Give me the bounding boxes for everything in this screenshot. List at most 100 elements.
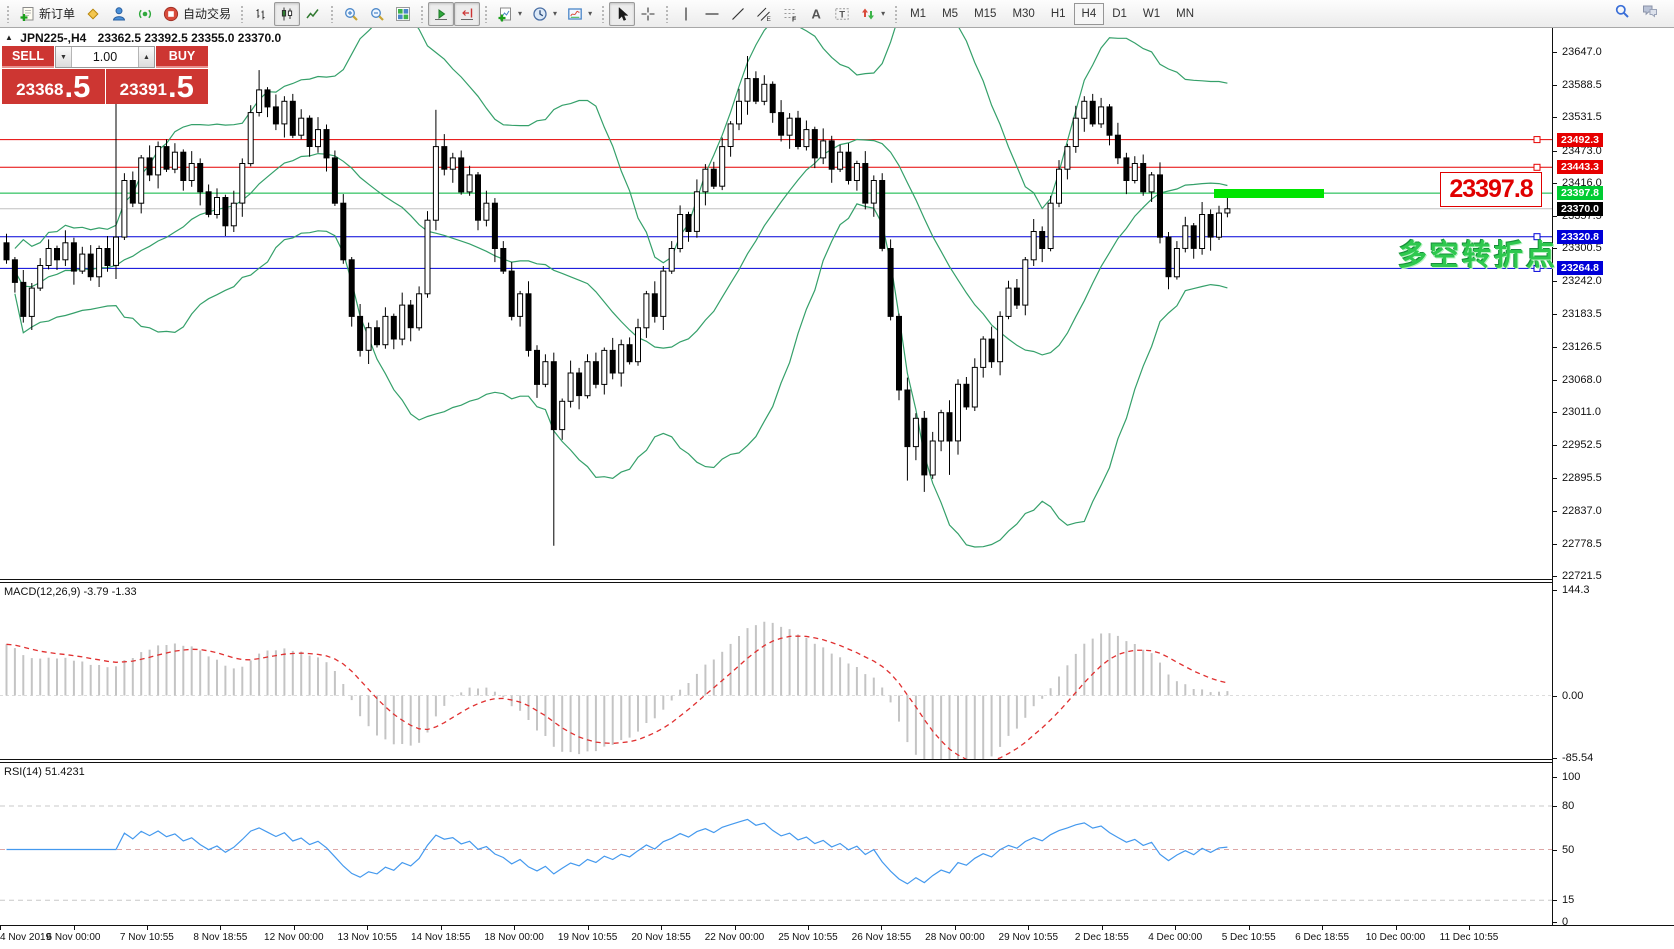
buy-button[interactable]: BUY	[156, 46, 208, 68]
time-tick	[661, 926, 663, 930]
fibonacci-icon: F	[782, 6, 798, 22]
zoom-in-button[interactable]	[338, 2, 364, 26]
horizontal-line-button[interactable]	[699, 2, 725, 26]
arrows-button[interactable]: ▾	[855, 2, 890, 26]
toolbar-grip[interactable]	[330, 4, 335, 23]
volume-increase-icon[interactable]: ▲	[138, 47, 154, 67]
toolbar-grip[interactable]	[484, 4, 489, 23]
price-tick-label: 23011.0	[1562, 406, 1601, 419]
timeframe-button-m15[interactable]: M15	[974, 7, 997, 20]
chinese-note-text[interactable]: 多空转折点	[1398, 240, 1559, 272]
chart-line-icon	[305, 6, 321, 22]
profile-icon	[111, 6, 127, 22]
chart-line-button[interactable]	[300, 2, 326, 26]
price-callout-box[interactable]: 23397.8	[1440, 172, 1542, 207]
toolbar-grip[interactable]	[894, 4, 899, 23]
svg-text:E: E	[767, 16, 772, 22]
timeframe-button-m5[interactable]: M5	[942, 7, 959, 20]
toolbar-grip[interactable]	[601, 4, 606, 23]
macd-pane[interactable]	[0, 583, 1552, 760]
signals-button[interactable]	[132, 2, 158, 26]
time-tick	[954, 926, 956, 930]
text-label-button[interactable]: T	[829, 2, 855, 26]
chart-candles-button[interactable]	[274, 1, 301, 26]
axis-tick	[1553, 445, 1557, 447]
fibonacci-button[interactable]: F	[777, 2, 803, 26]
price-axis[interactable]: 23647.0 23588.5 23531.5 23473.0 23416.0 23357…	[1552, 28, 1674, 928]
time-label: 5 Dec 10:55	[1221, 932, 1276, 943]
dropdown-caret-icon[interactable]: ▾	[553, 9, 558, 18]
text-icon: A	[808, 6, 824, 22]
time-tick	[220, 926, 222, 930]
timeframe-button-m30[interactable]: M30	[1012, 7, 1035, 20]
timeframe-button-mn[interactable]: MN	[1176, 7, 1195, 20]
dropdown-caret-icon[interactable]: ▾	[588, 9, 593, 18]
chart-bars-button[interactable]	[248, 2, 274, 26]
zoom-in-icon	[343, 6, 359, 22]
svg-text:T: T	[839, 9, 845, 20]
toolbar-grip[interactable]	[665, 4, 670, 23]
toolbar-grip[interactable]	[420, 4, 425, 23]
profile-button[interactable]	[106, 2, 132, 26]
main-chart-pane[interactable]	[0, 28, 1552, 580]
ohlc-values: 23362.5 23392.5 23355.0 23370.0	[97, 31, 282, 45]
axis-tick	[1553, 281, 1557, 283]
dropdown-caret-icon[interactable]: ▾	[518, 9, 523, 18]
chart-candles-icon	[279, 6, 295, 22]
volume-stepper[interactable]: ▼ 1.00 ▲	[55, 46, 155, 68]
rsi-tick-label: 80	[1562, 800, 1575, 812]
new-chart-button[interactable]: ▾	[492, 2, 527, 26]
pane-divider[interactable]	[0, 579, 1674, 583]
time-tick	[73, 926, 75, 930]
timeframe-button-h1[interactable]: H1	[1050, 7, 1066, 20]
price-tick-label: 23183.5	[1562, 308, 1602, 321]
volume-input[interactable]: 1.00	[72, 47, 138, 67]
rsi-tick-label: 15	[1562, 894, 1575, 907]
timeframe-button-h4[interactable]: H4	[1073, 2, 1105, 25]
time-axis[interactable]: 4 Nov 2019 6 Nov 00:00 7 Nov 10:55 8 Nov 18…	[0, 925, 1674, 949]
sell-button[interactable]: SELL	[2, 46, 54, 68]
price-tick-label: 22952.5	[1562, 439, 1602, 452]
pane-divider[interactable]	[0, 759, 1674, 763]
dropdown-caret-icon[interactable]: ▾	[881, 9, 886, 18]
rsi-pane[interactable]	[0, 763, 1552, 925]
zoom-out-button[interactable]	[364, 2, 390, 26]
sell-price[interactable]: 23368.5	[2, 69, 105, 104]
toolbar-grip[interactable]	[6, 4, 10, 23]
arrows-icon	[860, 6, 876, 22]
cursor-button[interactable]	[609, 1, 636, 26]
axis-tick	[1553, 777, 1557, 778]
template-button[interactable]: ▾	[562, 2, 597, 26]
auto-trading-icon	[163, 6, 179, 22]
buy-price[interactable]: 23391.5	[105, 69, 208, 104]
community-icon[interactable]	[1642, 3, 1658, 24]
crosshair-button[interactable]	[635, 2, 661, 26]
trend-line-button[interactable]	[725, 2, 751, 26]
timeframe-button-m1[interactable]: M1	[910, 7, 927, 20]
vertical-line-button[interactable]	[673, 2, 699, 26]
chart-shift-button[interactable]	[454, 1, 481, 26]
timeframe-button-d1[interactable]: D1	[1112, 7, 1127, 20]
metaeditor-button[interactable]	[80, 2, 106, 26]
time-label: 4 Nov 2019	[0, 932, 52, 943]
toolbar-grip[interactable]	[240, 4, 245, 23]
highlight-trendline[interactable]	[1214, 188, 1324, 198]
price-tick-label: 23300.5	[1562, 242, 1602, 255]
collapse-icon[interactable]: ▲	[5, 33, 13, 42]
time-label: 12 Nov 00:00	[264, 932, 324, 943]
auto-scroll-button[interactable]	[428, 1, 455, 26]
axis-tick	[1553, 543, 1557, 545]
volume-decrease-icon[interactable]: ▼	[56, 47, 72, 67]
tile-windows-button[interactable]	[390, 2, 416, 26]
timeframe-button-w1[interactable]: W1	[1142, 7, 1161, 20]
auto-trading-button[interactable]: 自动交易	[158, 2, 236, 26]
price-tag: 23492.3	[1557, 132, 1603, 147]
new-order-button[interactable]: 新订单	[14, 2, 80, 26]
periods-clock-button[interactable]: ▾	[527, 2, 562, 26]
text-button[interactable]: A	[803, 2, 829, 26]
auto-trading-label: 自动交易	[183, 7, 232, 21]
equidistant-channel-button[interactable]: E	[751, 2, 777, 26]
price-tag: 23443.3	[1557, 160, 1603, 175]
search-icon[interactable]	[1614, 3, 1630, 24]
chart-window[interactable]: ▲ JPN225-,H4 23362.5 23392.5 23355.0 233…	[0, 28, 1674, 949]
